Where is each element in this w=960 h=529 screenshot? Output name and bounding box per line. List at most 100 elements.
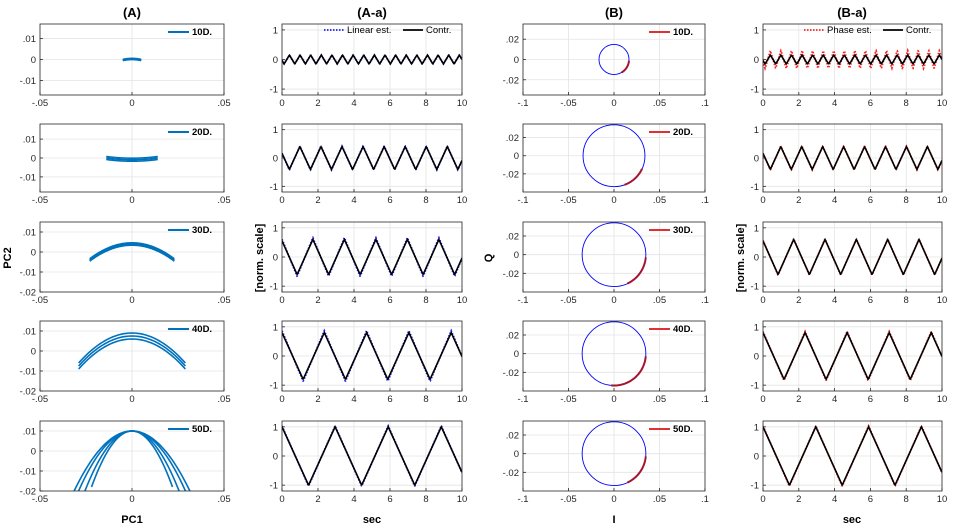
title-Ba: (B-a) xyxy=(837,5,867,20)
y-tick-label: 1 xyxy=(754,25,759,36)
y-tick-label: .01 xyxy=(23,135,36,146)
xlabel-Aa: sec xyxy=(363,514,381,526)
plot-area xyxy=(282,328,462,382)
x-tick-label: .1 xyxy=(701,98,709,109)
x-tick-label: .05 xyxy=(653,394,666,405)
y-tick-label: 0 xyxy=(31,347,36,358)
y-tick-label: .02 xyxy=(506,431,519,442)
phase-arc xyxy=(611,356,647,387)
y-tick-label: 1 xyxy=(754,322,759,333)
x-tick-label: 0 xyxy=(279,98,284,109)
y-tick-label: 0 xyxy=(754,154,759,165)
y-tick-label: -1 xyxy=(751,85,759,96)
axes-frame xyxy=(762,23,943,96)
subplot-Ba-5: 0 2 4 6 8 10-101 xyxy=(751,420,948,505)
axes-frame xyxy=(281,420,463,492)
xlabel-Ba: sec xyxy=(843,514,861,526)
y-tick-label: -1 xyxy=(270,481,278,492)
control-line xyxy=(763,237,942,276)
pc-trajectory-1 xyxy=(89,243,175,261)
y-tick-label: -.02 xyxy=(503,468,519,479)
subplot-A-2: -.05 0 .05 -.01 0 .01 20D. xyxy=(20,123,231,206)
axes-frame xyxy=(762,420,943,492)
x-tick-label: .05 xyxy=(653,195,666,206)
x-tick-label: .1 xyxy=(701,394,709,405)
title-B: (B) xyxy=(605,5,623,20)
unit-circle xyxy=(582,124,646,188)
x-tick-label: 2 xyxy=(315,295,320,306)
y-tick-label: .02 xyxy=(506,331,519,342)
ylabel-A: PC2 xyxy=(2,247,14,268)
control-line xyxy=(282,237,462,276)
x-tick-label: -.1 xyxy=(517,394,528,405)
x-tick-label: 0 xyxy=(760,295,765,306)
x-tick-label: 2 xyxy=(796,295,801,306)
plot-area xyxy=(89,241,175,262)
y-tick-label: -1 xyxy=(270,182,278,193)
legend-label: 50D. xyxy=(673,424,693,435)
subplot-B-5: -.1 -.05 0 .05 .1 -.02 0 .02 50D. xyxy=(503,420,709,505)
x-tick-label: -.05 xyxy=(560,494,576,505)
x-tick-label: 8 xyxy=(904,494,909,505)
x-tick-label: 6 xyxy=(387,195,392,206)
x-tick-label: -.1 xyxy=(517,98,528,109)
y-tick-label: -1 xyxy=(270,85,278,96)
subplot-Ba-1: 0 2 4 6 8 10-101 Phase est. Contr. xyxy=(751,23,947,109)
y-tick-label: 1 xyxy=(754,223,759,234)
plot-area xyxy=(763,329,942,382)
y-tick-label: -.01 xyxy=(20,367,36,378)
x-tick-label: 4 xyxy=(832,295,837,306)
x-tick-label: -.05 xyxy=(32,295,48,306)
x-tick-label: -.05 xyxy=(32,394,48,405)
x-tick-label: 0 xyxy=(760,494,765,505)
y-tick-label: -.02 xyxy=(20,288,36,299)
plot-grid: -.05 0 .05 -.01 0 .01 10D. -.05 0 .05 -.01 0 .01 20D.… xyxy=(20,23,948,505)
y-tick-label: 0 xyxy=(273,452,278,463)
x-tick-label: 4 xyxy=(832,195,837,206)
phase-arc xyxy=(624,168,643,186)
x-tick-label: 4 xyxy=(351,295,356,306)
y-tick-label: 0 xyxy=(273,253,278,264)
pc-trajectory-1 xyxy=(106,157,158,161)
x-tick-label: 8 xyxy=(423,394,428,405)
axes-frame xyxy=(762,221,943,293)
x-tick-label: 10 xyxy=(457,98,468,109)
y-tick-label: -1 xyxy=(751,282,759,293)
x-tick-label: 6 xyxy=(387,295,392,306)
pc-trajectory-4 xyxy=(90,430,174,488)
plot-area xyxy=(78,332,186,370)
x-tick-label: 10 xyxy=(937,494,948,505)
y-tick-label: -1 xyxy=(270,381,278,392)
x-tick-label: -.05 xyxy=(560,394,576,405)
x-tick-label: -.05 xyxy=(560,98,576,109)
x-tick-label: -.05 xyxy=(32,98,48,109)
plot-area xyxy=(582,124,646,188)
x-tick-label: 4 xyxy=(832,98,837,109)
y-tick-label: .02 xyxy=(506,35,519,46)
y-tick-label: -.02 xyxy=(20,487,36,498)
y-tick-label: 1 xyxy=(273,25,278,36)
x-tick-label: 10 xyxy=(937,195,948,206)
legend-contr-label: Contr. xyxy=(906,25,931,36)
axes-frame xyxy=(39,221,225,293)
pc-trajectory-1 xyxy=(78,338,186,370)
axes-frame xyxy=(39,23,225,96)
x-tick-label: 6 xyxy=(868,494,873,505)
plot-area xyxy=(73,430,191,491)
y-tick-label: -.02 xyxy=(503,269,519,280)
plot-area xyxy=(581,421,647,486)
subplot-B-4: -.1 -.05 0 .05 .1 -.02 0 .02 40D. xyxy=(503,320,709,405)
y-tick-label: -1 xyxy=(270,282,278,293)
xlabel-B: I xyxy=(612,514,615,526)
x-tick-label: 10 xyxy=(457,195,468,206)
x-tick-label: .05 xyxy=(217,195,230,206)
x-tick-label: -.05 xyxy=(32,195,48,206)
x-tick-label: 2 xyxy=(315,98,320,109)
y-tick-label: .01 xyxy=(23,34,36,45)
x-tick-label: -.1 xyxy=(517,494,528,505)
axes-frame xyxy=(522,320,706,392)
x-tick-label: 0 xyxy=(279,494,284,505)
axes-frame xyxy=(39,420,225,492)
x-tick-label: 8 xyxy=(904,195,909,206)
x-tick-label: 0 xyxy=(611,98,616,109)
